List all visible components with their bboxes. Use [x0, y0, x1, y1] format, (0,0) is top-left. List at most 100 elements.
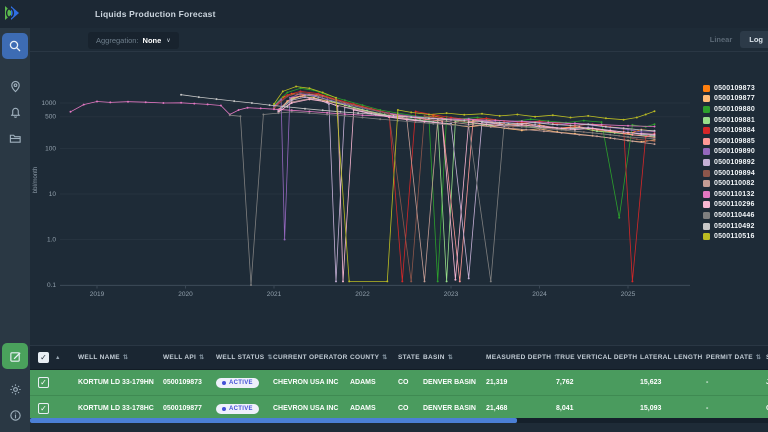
data-point [472, 124, 474, 126]
legend-item[interactable]: 0500109880 [703, 104, 755, 115]
data-point [481, 121, 483, 123]
data-point [370, 109, 372, 111]
settings-button[interactable] [2, 376, 28, 402]
data-point [547, 121, 549, 123]
data-point [640, 129, 642, 131]
map-pin-button[interactable] [2, 73, 28, 99]
legend-item[interactable]: 0500110446 [703, 210, 755, 221]
data-point [587, 123, 589, 125]
legend-swatch [703, 95, 710, 102]
legend-item[interactable]: 0500110082 [703, 178, 755, 189]
x-tick-label: 2019 [90, 291, 105, 298]
data-point [654, 143, 656, 145]
legend-label: 0500110446 [714, 212, 755, 219]
legend-item[interactable]: 0500109890 [703, 147, 755, 158]
legend-swatch [703, 127, 710, 134]
production-chart[interactable]: 1000500100101.00.12019202020212022202320… [30, 52, 768, 314]
legend-item[interactable]: 0500109873 [703, 83, 755, 94]
data-point [468, 118, 470, 120]
table-cell: CO [398, 379, 423, 386]
legend-item[interactable]: 0500109892 [703, 157, 755, 168]
data-point [468, 277, 470, 279]
select-all-checkbox[interactable]: ✓ [38, 352, 49, 363]
legend-item[interactable]: 0500110296 [703, 200, 755, 211]
row-checkbox[interactable]: ✓ [38, 403, 49, 414]
data-point [428, 114, 430, 116]
data-point [534, 124, 536, 126]
series-line-0500110492 [181, 95, 654, 131]
legend-item[interactable]: 0500109877 [703, 94, 755, 105]
sort-icon[interactable]: ⇅ [382, 354, 387, 361]
data-point [304, 108, 306, 110]
data-point [291, 111, 293, 113]
legend-label: 0500109884 [714, 127, 755, 134]
data-point [348, 280, 350, 282]
sort-icon[interactable]: ⇅ [448, 354, 453, 361]
log-scale-button[interactable]: Log [740, 31, 768, 48]
horizontal-scrollbar[interactable] [30, 418, 768, 423]
column-header[interactable]: COUNTY⇅ [350, 354, 398, 361]
data-point [282, 90, 284, 92]
data-point [539, 127, 541, 129]
sort-icon[interactable]: ⇅ [756, 354, 761, 361]
sort-icon[interactable]: ⇅ [199, 354, 204, 361]
row-checkbox[interactable]: ✓ [38, 377, 49, 388]
data-point [636, 138, 638, 140]
data-point [342, 280, 344, 282]
data-point [627, 136, 629, 138]
data-point [344, 99, 346, 101]
column-header[interactable]: STATE⇅ [398, 354, 423, 361]
column-header[interactable]: LATERAL LENGTH⇅ [640, 354, 706, 361]
column-header[interactable]: TRUE VERTICAL DEPTH⇅ [556, 354, 640, 361]
data-point [180, 94, 182, 96]
data-point [401, 280, 403, 282]
data-point [286, 95, 288, 97]
map-pin-icon [9, 80, 22, 93]
legend-item[interactable]: 0500109885 [703, 136, 755, 147]
data-point [578, 126, 580, 128]
legend-item[interactable]: 0500109881 [703, 115, 755, 126]
column-header[interactable]: WELL STATUS⇅ [216, 354, 273, 361]
legend-item[interactable]: 0500109894 [703, 168, 755, 179]
data-point [654, 126, 656, 128]
x-tick-label: 2023 [444, 291, 459, 298]
data-point [468, 121, 470, 123]
legend-item[interactable]: 0500109884 [703, 125, 755, 136]
data-point [207, 103, 209, 105]
legend-item[interactable]: 0500110492 [703, 221, 755, 232]
data-point [344, 113, 346, 115]
legend-item[interactable]: 0500110516 [703, 231, 755, 242]
data-point [410, 116, 412, 118]
table-row[interactable]: ✓KORTUM LD 33-179HN0500109873ACTIVECHEVR… [30, 370, 768, 396]
scrollbar-thumb[interactable] [30, 418, 517, 423]
files-button[interactable] [2, 125, 28, 151]
column-header[interactable]: CURRENT OPERATOR⇅ [273, 354, 350, 361]
data-point [490, 280, 492, 282]
search-button[interactable] [2, 33, 28, 59]
sort-icon[interactable]: ⇅ [267, 354, 272, 361]
legend-item[interactable]: 0500110132 [703, 189, 755, 200]
data-point [645, 114, 647, 116]
column-header[interactable]: WELL API⇅ [163, 354, 216, 361]
data-point [543, 130, 545, 132]
linear-scale-button[interactable]: Linear [702, 31, 741, 48]
table-cell: - [706, 379, 766, 386]
column-header[interactable]: MEASURED DEPTH⇅ [486, 354, 556, 361]
data-point [618, 217, 620, 219]
aggregation-dropdown[interactable]: Aggregation: None ∨ [88, 32, 179, 49]
table-cell: KORTUM LD 33-178HC [78, 405, 163, 412]
column-header[interactable]: BASIN⇅ [423, 354, 486, 361]
data-point [521, 124, 523, 126]
notifications-button[interactable] [2, 99, 28, 125]
data-point [485, 117, 487, 119]
data-point [273, 108, 275, 110]
sort-icon[interactable]: ⇅ [123, 354, 128, 361]
data-point [339, 111, 341, 113]
data-point [273, 103, 275, 105]
info-button[interactable] [2, 402, 28, 428]
data-point [654, 133, 656, 135]
column-header[interactable]: WELL NAME⇅ [78, 354, 163, 361]
column-header[interactable]: PERMIT DATE⇅ [706, 354, 766, 361]
edit-button[interactable] [2, 343, 28, 369]
data-point [601, 124, 603, 126]
